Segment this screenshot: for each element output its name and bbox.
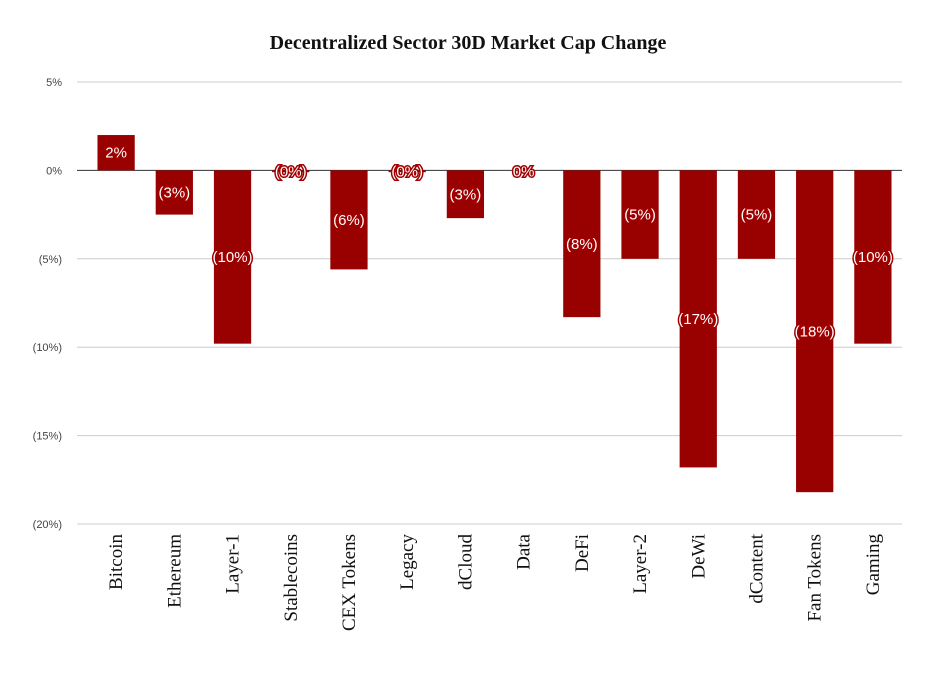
bar xyxy=(330,170,368,270)
bar xyxy=(796,170,834,493)
data-label: (3%) xyxy=(158,185,190,202)
category-label: Fan Tokens xyxy=(805,534,826,622)
bar xyxy=(854,170,892,344)
category-label: Legacy xyxy=(397,534,418,590)
category-label: Layer-2 xyxy=(630,534,651,594)
bar xyxy=(272,170,310,173)
category-label: Layer-1 xyxy=(223,534,244,594)
bar xyxy=(679,170,717,468)
data-label: (18%) xyxy=(795,323,835,340)
data-label: 2% xyxy=(105,145,127,162)
category-label: Bitcoin xyxy=(106,534,127,590)
category-label: DeFi xyxy=(572,534,593,572)
y-tick-label: 0% xyxy=(46,165,62,177)
y-tick-label: (15%) xyxy=(33,431,62,443)
bar xyxy=(97,135,135,171)
bar xyxy=(621,170,659,259)
data-label: (6%) xyxy=(333,212,365,229)
bar xyxy=(155,170,193,215)
data-label: (0%) xyxy=(275,163,307,180)
bar xyxy=(737,170,776,259)
chart-title: Decentralized Sector 30D Market Cap Chan… xyxy=(269,32,667,54)
category-label: dContent xyxy=(746,533,767,603)
data-label: (17%) xyxy=(678,311,718,328)
data-label: (0%) xyxy=(391,163,423,180)
y-tick-label: (20%) xyxy=(33,519,62,531)
data-label: (8%) xyxy=(566,236,598,253)
bar xyxy=(388,170,426,173)
category-label: Stablecoins xyxy=(281,534,302,622)
data-label: (5%) xyxy=(741,207,773,224)
data-label: (3%) xyxy=(450,186,482,203)
data-label: (10%) xyxy=(213,249,253,266)
y-tick-label: (10%) xyxy=(33,342,62,354)
category-label: Gaming xyxy=(863,534,884,596)
bar xyxy=(213,170,252,344)
category-label: Ethereum xyxy=(164,534,185,608)
y-tick-label: 5% xyxy=(46,77,62,89)
category-label: dCloud xyxy=(455,534,476,590)
bar xyxy=(446,170,485,219)
data-label: (10%) xyxy=(853,249,893,266)
category-label: CEX Tokens xyxy=(339,534,360,631)
y-tick-label: (5%) xyxy=(39,254,62,266)
category-label: DeWi xyxy=(688,534,709,579)
data-label: 0% xyxy=(513,163,535,180)
category-label: Data xyxy=(514,533,535,569)
data-label: (5%) xyxy=(624,207,656,224)
bar xyxy=(563,170,601,318)
